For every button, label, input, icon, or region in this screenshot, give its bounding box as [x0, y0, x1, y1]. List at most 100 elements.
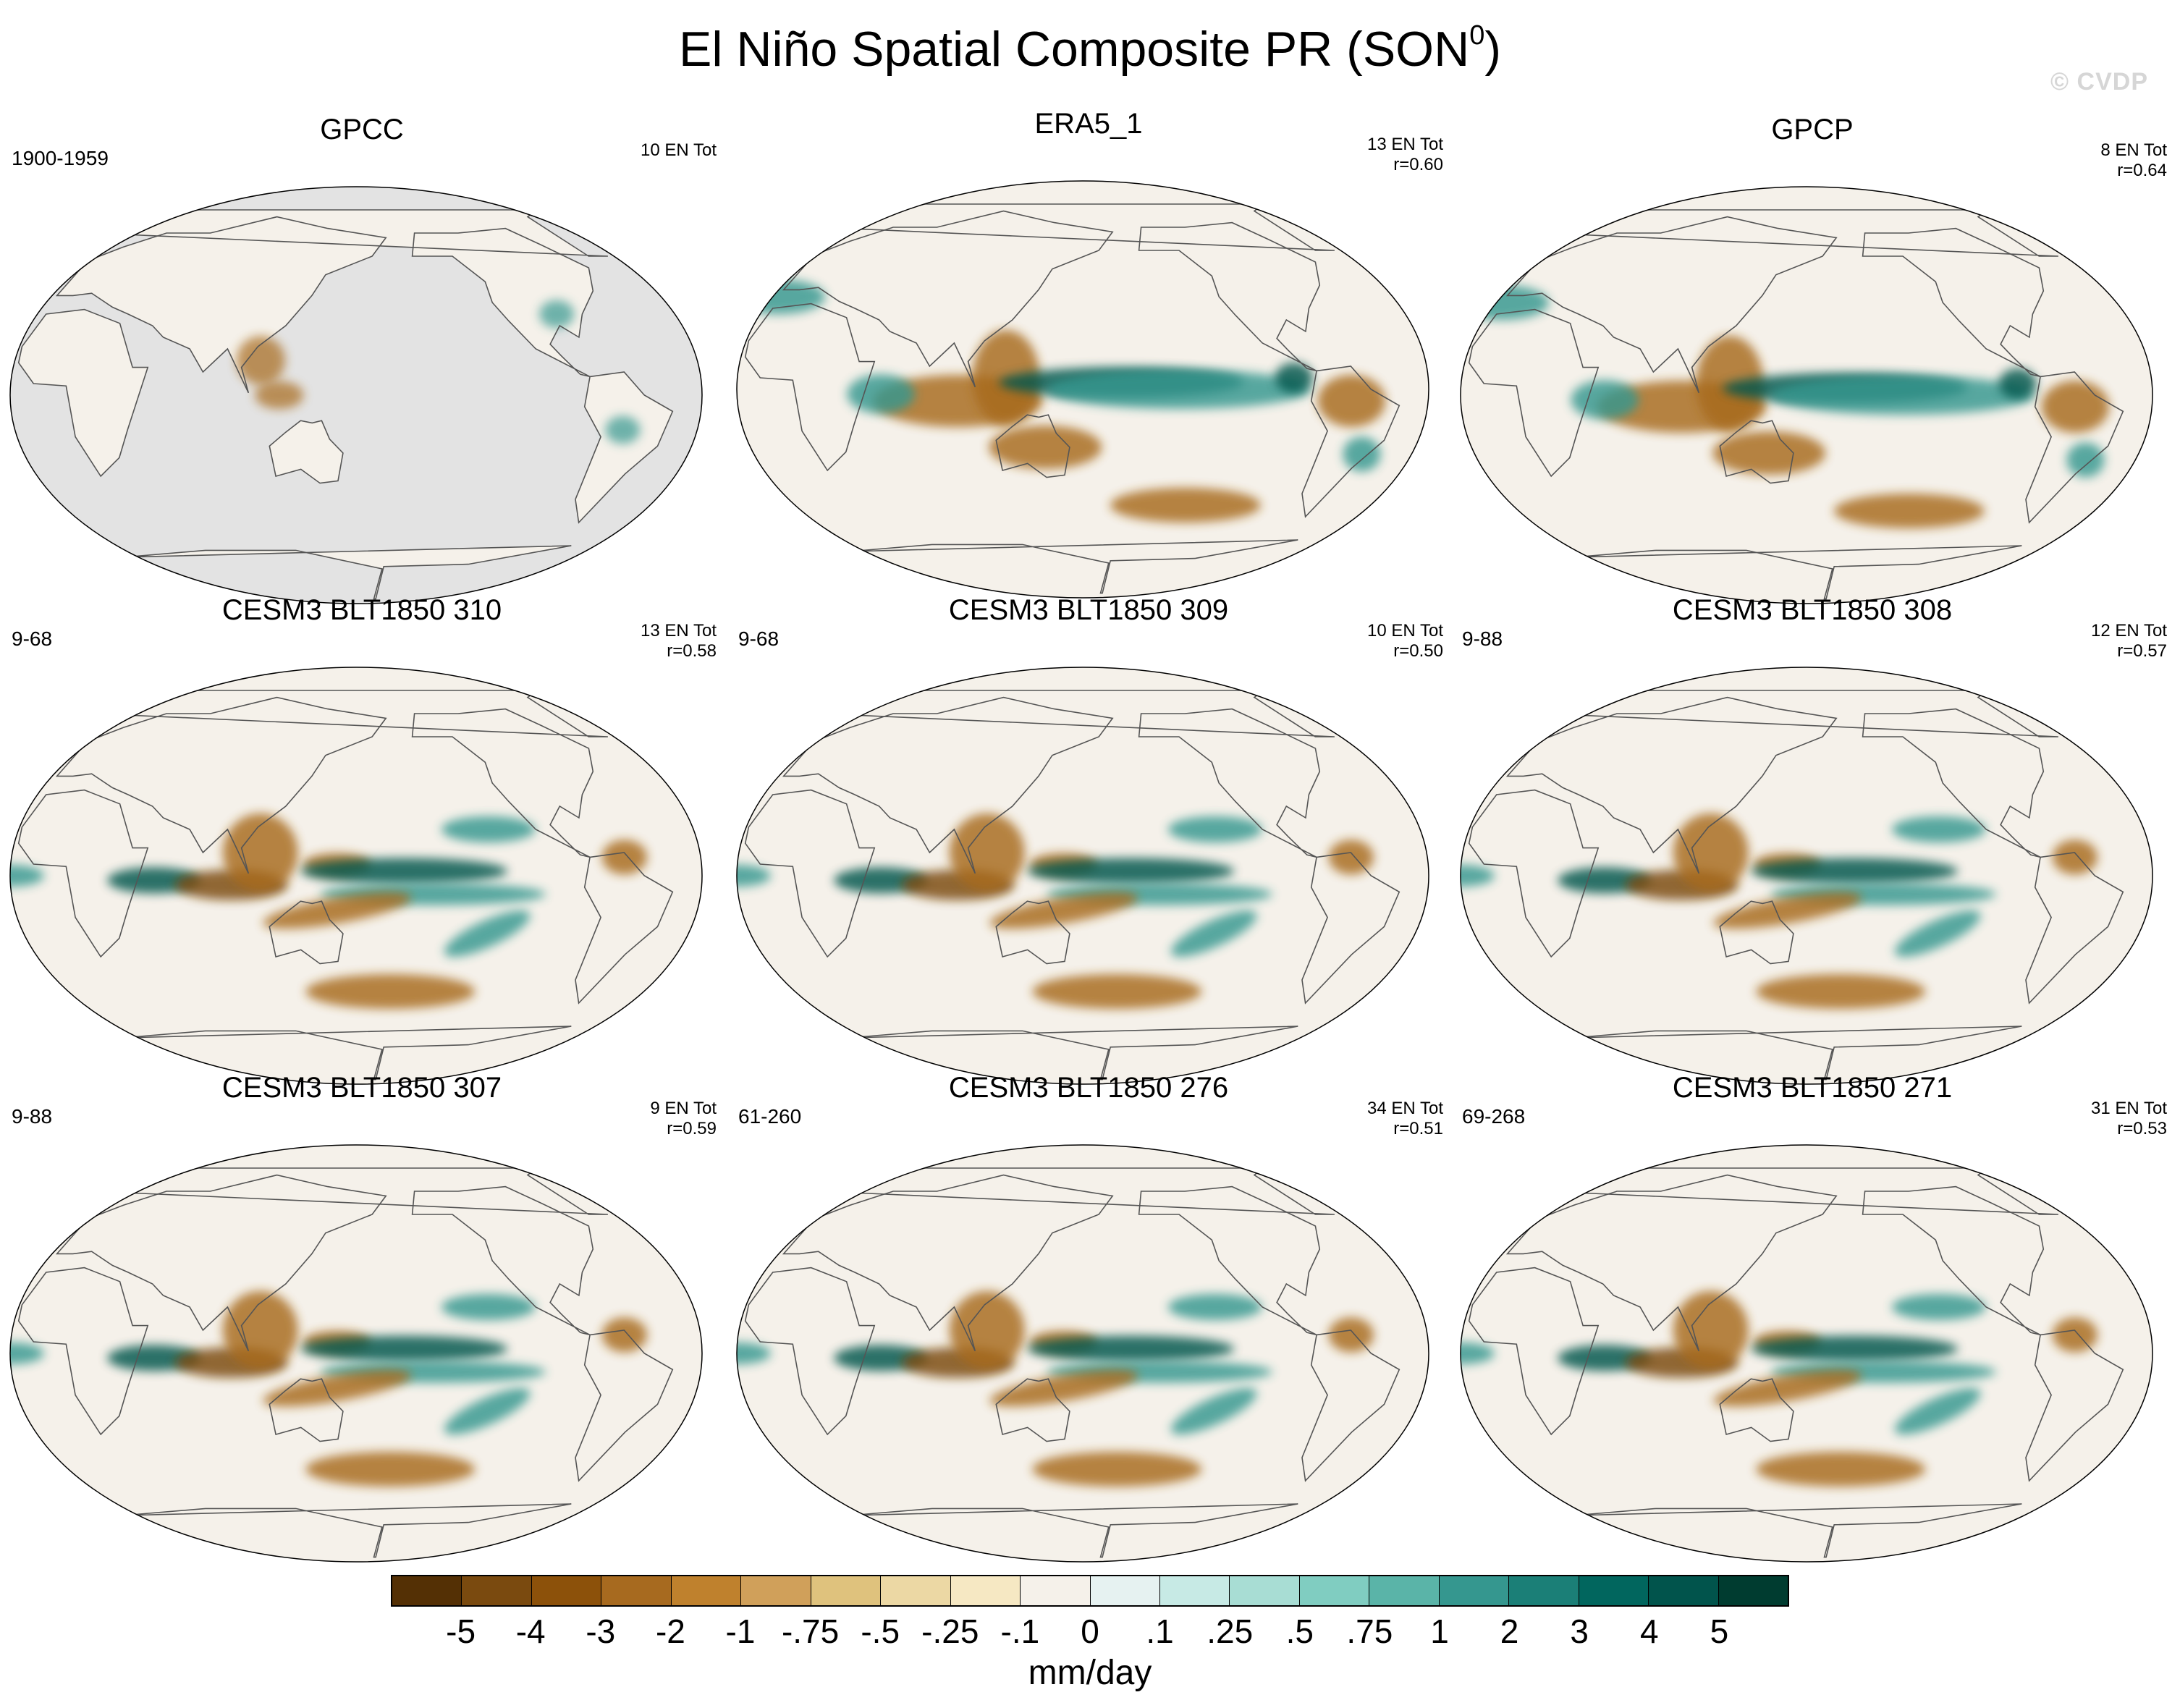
panel-event-count: 10 EN Tot — [1367, 621, 1443, 640]
map-panel-cesm3-276: CESM3 BLT1850 276 61-260 34 EN Tot r=0.5… — [727, 1071, 1450, 1563]
colorbar-tick-label: -3 — [586, 1612, 616, 1650]
panel-correlation: r=0.51 — [1393, 1119, 1443, 1138]
panel-period: 1900-1959 — [12, 147, 109, 169]
colorbar-tick-label: 2 — [1500, 1612, 1519, 1650]
panel-stats: 31 EN Tot r=0.53 — [2008, 1099, 2167, 1139]
precip-anomaly — [1891, 1294, 1986, 1320]
coastline-namerica — [1862, 227, 2045, 378]
coastline-eurasia — [55, 696, 387, 874]
panel-event-count: 10 EN Tot — [641, 140, 717, 160]
map-border — [736, 1144, 1429, 1563]
precip-anomaly — [1833, 494, 1985, 528]
coastline-antarctica — [122, 1503, 572, 1558]
land-australia — [269, 420, 343, 483]
colorbar-swatch — [601, 1576, 672, 1605]
precip-anomaly — [1328, 840, 1374, 875]
colorbar-tick-label: .25 — [1207, 1612, 1254, 1650]
coastline-africa — [744, 789, 876, 958]
colorbar-swatch — [1718, 1576, 1788, 1605]
panel-title: CESM3 BLT1850 271 — [1672, 1072, 1953, 1104]
panel-period: 9-68 — [738, 627, 780, 650]
precip-anomaly — [2052, 1317, 2098, 1353]
precip-anomaly — [989, 426, 1102, 469]
precip-anomaly — [1275, 363, 1313, 393]
precip-anomaly — [1110, 488, 1261, 523]
panel-correlation: r=0.50 — [1393, 641, 1443, 661]
map-border — [9, 667, 703, 1085]
figure-title-superscript: 0 — [1469, 20, 1485, 51]
precip-anomaly — [605, 415, 641, 444]
panel-title: GPCP — [1771, 114, 1854, 145]
precip-anomaly — [441, 1294, 536, 1320]
precip-anomaly — [1461, 285, 1550, 320]
map-border — [736, 667, 1429, 1085]
colorbar-swatch — [741, 1576, 811, 1605]
coastline-antarctica — [1573, 1503, 2022, 1558]
colorbar-swatch — [1649, 1576, 1719, 1605]
coastline-africa — [744, 303, 876, 472]
precip-anomaly — [601, 1317, 648, 1353]
map-border — [1460, 186, 2153, 604]
panel-correlation: r=0.58 — [667, 641, 717, 661]
precip-anomaly — [305, 974, 476, 1009]
coastline-antarctica — [122, 545, 572, 600]
figure-title-close: ) — [1484, 22, 1501, 77]
precip-anomaly — [1317, 375, 1386, 427]
map-border — [9, 186, 703, 604]
coastline-antarctica — [849, 1026, 1298, 1081]
coastline-namerica — [1138, 221, 1321, 372]
coastline-africa — [1468, 1267, 1600, 1436]
colorbar-units: mm/day — [1028, 1654, 1152, 1692]
colorbar-tick-label: 4 — [1640, 1612, 1659, 1650]
precip-anomaly — [305, 1452, 476, 1487]
precip-anomaly — [847, 374, 916, 414]
colorbar-tick-label: 0 — [1081, 1612, 1099, 1650]
panel-stats: 13 EN Tot r=0.58 — [557, 621, 717, 661]
precip-anomaly — [300, 1335, 508, 1362]
colorbar-tick-label: -.25 — [921, 1612, 979, 1650]
coastline-australia — [1719, 900, 1794, 965]
panel-title: CESM3 BLT1850 308 — [1672, 594, 1953, 626]
coastline-samerica — [1301, 1329, 1400, 1482]
colorbar-tick-label: -5 — [446, 1612, 476, 1650]
precip-anomaly — [1891, 816, 1986, 842]
colorbar-tick-label: -4 — [515, 1612, 546, 1650]
coastline-australia — [1719, 1378, 1794, 1442]
precip-anomaly — [444, 910, 531, 957]
coastline-africa — [1468, 789, 1600, 958]
coastline-australia — [269, 420, 344, 484]
coastline-eurasia — [1505, 216, 1838, 394]
colorbar-tick-label: .75 — [1346, 1612, 1393, 1650]
colorbar-tick-label: -.5 — [861, 1612, 900, 1650]
panel-correlation: r=0.53 — [2117, 1119, 2167, 1138]
coastline-eurasia — [1505, 1174, 1838, 1352]
panel-period: 9-88 — [12, 1105, 53, 1128]
precip-anomaly — [949, 1291, 1025, 1369]
panel-period: 69-268 — [1462, 1105, 1526, 1128]
panel-event-count: 31 EN Tot — [2091, 1099, 2167, 1118]
precip-anomaly — [1751, 858, 1959, 884]
panel-title: CESM3 BLT1850 307 — [221, 1072, 502, 1104]
precip-anomaly — [2052, 840, 2098, 875]
colorbar-swatch — [671, 1576, 742, 1605]
precip-anomaly — [1571, 380, 1639, 420]
map-panel-era5: ERA5_1 13 EN Tot r=0.60 — [727, 107, 1450, 599]
coastline-antarctica — [849, 1503, 1298, 1558]
precip-anomaly — [1027, 1335, 1235, 1362]
colorbar-swatch — [811, 1576, 882, 1605]
coastline-namerica — [411, 227, 594, 378]
panel-stats: 34 EN Tot r=0.51 — [1284, 1099, 1443, 1139]
precip-anomaly — [1770, 376, 2035, 415]
map-border — [1460, 667, 2153, 1085]
coastline-australia — [1719, 420, 1794, 484]
coastline-namerica — [411, 708, 594, 858]
panel-stats: 8 EN Tot r=0.64 — [2008, 140, 2167, 181]
precip-anomaly — [2041, 381, 2110, 433]
panel-title: GPCC — [320, 114, 404, 145]
colorbar-swatch — [881, 1576, 951, 1605]
precip-anomaly — [1461, 1343, 1495, 1364]
land-namerica — [412, 228, 593, 377]
coastline-australia — [995, 900, 1070, 965]
land-greenland — [93, 210, 608, 256]
panel-title: ERA5_1 — [1034, 108, 1143, 140]
